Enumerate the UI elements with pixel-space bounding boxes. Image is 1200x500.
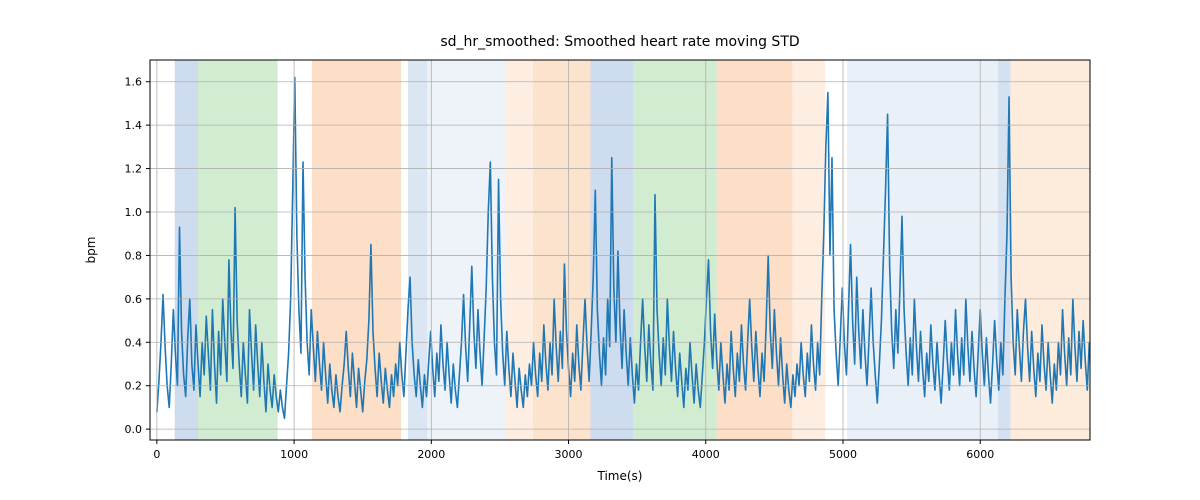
- chart-title: sd_hr_smoothed: Smoothed heart rate movi…: [440, 34, 799, 50]
- x-tick-label: 5000: [829, 448, 857, 461]
- y-axis-label: bpm: [84, 237, 98, 264]
- y-tick-label: 0.0: [125, 423, 143, 436]
- chart-container: 0 1000 2000 3000 4000 5000 6000 0.0 0.2 0.4 0.6 0.8…: [0, 0, 1200, 500]
- background-band: [633, 60, 717, 440]
- x-tick-label: 3000: [555, 448, 583, 461]
- y-tick-label: 0.6: [125, 293, 143, 306]
- x-tick-label: 1000: [280, 448, 308, 461]
- x-tick-label: 4000: [692, 448, 720, 461]
- y-tick-label: 0.8: [125, 249, 143, 262]
- y-tick-label: 1.4: [125, 119, 143, 132]
- x-tick-label: 2000: [417, 448, 445, 461]
- background-band: [792, 60, 825, 440]
- x-axis-label: Time(s): [597, 469, 643, 483]
- x-tick-label: 6000: [966, 448, 994, 461]
- x-tick-label: 0: [153, 448, 160, 461]
- background-band: [427, 60, 505, 440]
- y-tick-label: 0.4: [125, 336, 143, 349]
- y-tick-label: 1.2: [125, 163, 143, 176]
- background-band: [312, 60, 401, 440]
- y-tick-label: 0.2: [125, 380, 143, 393]
- y-tick-label: 1.6: [125, 76, 143, 89]
- y-tick-label: 1.0: [125, 206, 143, 219]
